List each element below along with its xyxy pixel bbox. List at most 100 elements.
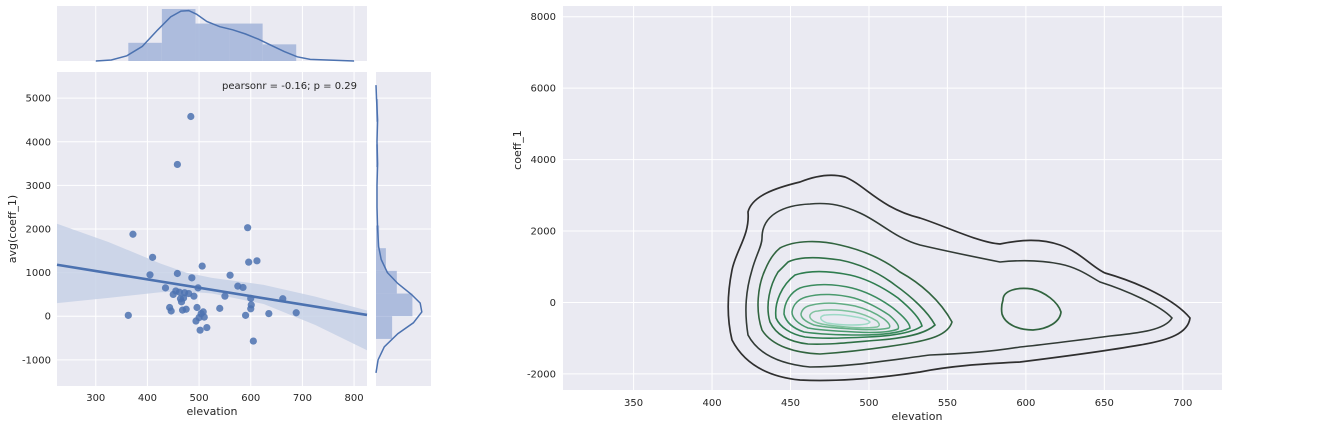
kdeplot-y-tick-label: 0 (550, 298, 556, 309)
jointplot-x-tick-label: 600 (241, 393, 260, 404)
marginal-x-bar (195, 23, 230, 62)
scatter-point (148, 253, 157, 261)
scatter-point (221, 292, 229, 300)
contour-level-4 (767, 256, 937, 345)
jointplot-ci-band-group (57, 223, 367, 351)
scatter-point (292, 309, 300, 317)
scatter-point (161, 284, 170, 292)
marginal-y-kde-curve (375, 85, 423, 374)
contour-level-8 (800, 302, 891, 331)
jointplot-y-ticks: -1000 0 1000 2000 3000 4000 5000 (22, 94, 51, 367)
jointplot-x-tick-label: 500 (190, 393, 209, 404)
kdeplot-y-tick-label: 4000 (531, 155, 556, 166)
scatter-point (253, 257, 261, 265)
scatter-point (239, 283, 247, 292)
kdeplot: 350 400 450 500 550 600 650 700 -2000 0 2000 4000 6… (511, 6, 1222, 423)
scatter-point (216, 304, 224, 312)
regression-ci-band (57, 223, 367, 351)
kdeplot-grid (563, 6, 1222, 390)
contour-level-7 (791, 293, 900, 334)
kde-contours (727, 174, 1191, 382)
jointplot-x-tick-label: 400 (138, 393, 157, 404)
scatter-point (245, 258, 253, 266)
kdeplot-x-tick-label: 350 (624, 398, 643, 409)
kdeplot-y-ticks: -2000 0 2000 4000 6000 8000 (527, 12, 556, 380)
kdeplot-x-tick-label: 550 (938, 398, 957, 409)
scatter-point (265, 310, 273, 318)
scatter-point (226, 271, 234, 279)
marginal-x-kde-curve (95, 9, 355, 62)
contour-level-9 (809, 309, 880, 329)
scatter-point (200, 313, 208, 321)
kdeplot-x-axis-label: elevation (892, 410, 943, 423)
jointplot-y-tick-label: -1000 (22, 355, 51, 366)
jointplot-x-tick-label: 700 (293, 393, 312, 404)
scatter-point (244, 224, 252, 232)
scatter-point (193, 303, 201, 312)
scatter-point (173, 160, 181, 169)
scatter-point (247, 301, 255, 309)
scatter-point (188, 274, 196, 282)
kdeplot-x-tick-label: 600 (1016, 398, 1035, 409)
pearson-annotation: pearsonr = -0.16; p = 0.29 (222, 81, 357, 92)
scatter-point (198, 262, 206, 270)
jointplot-x-tick-label: 800 (345, 393, 364, 404)
jointplot-x-tick-label: 300 (86, 393, 105, 404)
jointplot-y-tick-label: 5000 (26, 94, 51, 105)
contour-level-10 (820, 313, 871, 326)
scatter-point (124, 311, 132, 319)
kdeplot-y-tick-label: -2000 (527, 369, 556, 380)
kdeplot-x-tick-label: 400 (703, 398, 722, 409)
regression-line (56, 263, 368, 317)
contour-secondary-mode (1000, 287, 1062, 331)
scatter-point (167, 307, 175, 315)
kdeplot-x-tick-label: 700 (1173, 398, 1192, 409)
marginal-x-bar (161, 9, 196, 61)
jointplot-main: pearsonr = -0.16; p = 0.29 300 400 500 600 7… (6, 72, 368, 418)
kdeplot-y-tick-label: 8000 (531, 12, 556, 23)
kdeplot-y-tick-label: 2000 (531, 227, 556, 238)
jointplot-y-tick-label: 2000 (26, 225, 51, 236)
scatter-point (241, 311, 250, 319)
kdeplot-x-tick-label: 500 (859, 398, 878, 409)
contour-level-3 (757, 240, 953, 355)
kdeplot-x-ticks: 350 400 450 500 550 600 650 700 (624, 398, 1192, 409)
kdeplot-y-tick-label: 6000 (531, 84, 556, 95)
jointplot-y-tick-label: 0 (45, 312, 51, 323)
jointplot-y-axis-label: avg(coeff_1) (6, 195, 19, 263)
contour-level-2 (745, 202, 1173, 368)
jointplot-y-tick-label: 4000 (26, 137, 51, 148)
scatter-point (173, 269, 181, 278)
marginal-x-bar (262, 44, 297, 61)
jointplot-marginal-x (57, 6, 367, 62)
scatter-point (129, 230, 137, 238)
scatter-point (187, 112, 195, 121)
marginal-y-grid (376, 97, 431, 361)
marginal-x-histogram (128, 9, 297, 62)
jointplot-x-axis-label: elevation (187, 405, 238, 418)
contour-level-6 (783, 283, 911, 336)
marginal-x-bar (128, 42, 162, 61)
scatter-point (146, 271, 154, 279)
scatter-point (249, 337, 257, 345)
scatter-point (203, 323, 211, 332)
jointplot-x-ticks: 300 400 500 600 700 800 (86, 393, 363, 404)
marginal-y-bar (376, 316, 393, 339)
jointplot-marginal-y (375, 72, 431, 386)
kdeplot-panel (563, 6, 1222, 390)
marginal-y-histogram (376, 99, 413, 339)
scatter-point (190, 292, 198, 300)
marginal-y-bar (376, 293, 413, 317)
marginal-y-bar (376, 270, 397, 294)
marginal-x-bar (229, 23, 263, 62)
kdeplot-x-tick-label: 650 (1095, 398, 1114, 409)
kdeplot-x-tick-label: 450 (781, 398, 800, 409)
contour-level-5 (774, 270, 923, 339)
scatter-point (196, 326, 204, 334)
scatter-point (182, 305, 190, 313)
kdeplot-y-axis-label: coeff_1 (511, 130, 524, 170)
scatter-point (175, 288, 184, 296)
contour-level-1 (727, 174, 1191, 382)
jointplot-y-tick-label: 3000 (26, 181, 51, 192)
